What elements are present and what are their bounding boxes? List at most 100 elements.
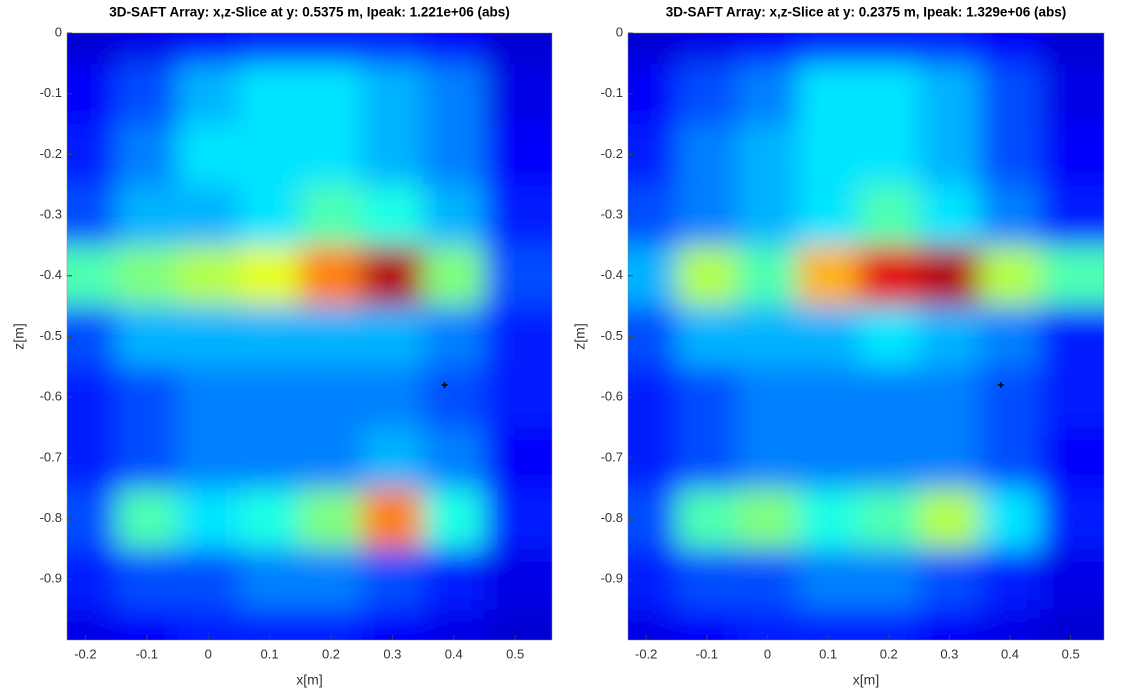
heatmap-cell	[484, 184, 552, 246]
y-tick-label: -0.1	[601, 85, 623, 100]
heatmap-cell	[116, 366, 178, 428]
y-tick-label: -0.5	[601, 328, 623, 343]
heatmap-cell	[67, 33, 117, 64]
y-tick-label: -0.8	[601, 510, 623, 525]
heatmap-cell	[1040, 609, 1104, 640]
heatmap-cell	[361, 124, 424, 185]
x-tick-label: 0.4	[445, 646, 463, 661]
heatmap-cell	[177, 427, 239, 489]
heatmap-cell	[300, 306, 362, 367]
x-tick-label: 0.1	[819, 646, 837, 661]
heatmap-cell	[1040, 366, 1104, 428]
y-tick-label: 0	[55, 24, 62, 39]
x-tick-label: -0.2	[635, 646, 657, 661]
heatmap-cell	[979, 427, 1041, 489]
x-tick-label: 0.3	[940, 646, 958, 661]
y-tick-label: -0.6	[601, 389, 623, 404]
heatmap-cell	[177, 488, 239, 549]
heatmap-cell	[858, 63, 920, 125]
heatmap-cell	[67, 306, 117, 367]
heatmap-cell	[116, 609, 178, 640]
heatmap-cell	[300, 548, 362, 610]
heatmap-cell	[361, 488, 424, 549]
heatmap-cell	[67, 488, 117, 549]
heatmap-cell	[423, 33, 485, 64]
heatmap-cell	[67, 548, 117, 610]
heatmap-cell	[628, 306, 677, 367]
heatmap-cell	[238, 184, 301, 246]
heatmap-cell	[423, 245, 485, 307]
heatmap-cell	[676, 366, 738, 428]
heatmap-cell	[737, 33, 798, 64]
x-tick-label: 0.2	[322, 646, 340, 661]
heatmap-cell	[423, 124, 485, 185]
y-axis-label: z[m]	[11, 323, 27, 349]
heatmap-cell	[737, 548, 798, 610]
heatmap-cell	[238, 33, 301, 64]
heatmap-cell	[858, 548, 920, 610]
heatmap-cell	[919, 245, 980, 307]
heatmap-cell	[979, 33, 1041, 64]
chart-title: 3D-SAFT Array: x,z-Slice at y: 0.2375 m,…	[666, 5, 1067, 20]
heatmap-cell	[361, 306, 424, 367]
heatmap-cell	[737, 488, 798, 549]
heatmap-cell	[116, 488, 178, 549]
heatmap-cell	[858, 488, 920, 549]
heatmap-cell	[177, 63, 239, 125]
heatmap-cell	[676, 184, 738, 246]
heatmap-cell	[858, 124, 920, 185]
x-axis-label: x[m]	[853, 672, 879, 688]
heatmap-cell	[423, 427, 485, 489]
heatmap-cell	[919, 427, 980, 489]
x-tick-label: 0	[764, 646, 771, 661]
heatmap-cell	[67, 366, 117, 428]
heatmap-cell	[979, 184, 1041, 246]
heatmap-cell	[676, 548, 738, 610]
x-tick-label: 0	[205, 646, 212, 661]
heatmap-cell	[919, 184, 980, 246]
heatmap-cell	[919, 488, 980, 549]
heatmap-cell	[858, 427, 920, 489]
heatmap-cell	[423, 63, 485, 125]
heatmap-cell	[361, 366, 424, 428]
heatmap-cell	[628, 548, 677, 610]
heatmap-cell	[1040, 63, 1104, 125]
heatmap-cell	[67, 427, 117, 489]
heatmap-cell	[797, 184, 859, 246]
heatmap-cell	[737, 366, 798, 428]
heatmap-cell	[300, 124, 362, 185]
heatmap-cell	[676, 609, 738, 640]
heatmap-cell	[177, 548, 239, 610]
heatmap-cell	[484, 124, 552, 185]
heatmap-cell	[628, 184, 677, 246]
heatmap-cell	[484, 366, 552, 428]
x-tick-label: 0.5	[1062, 646, 1080, 661]
heatmap-cell	[67, 184, 117, 246]
heatmap-cell	[177, 306, 239, 367]
heatmap-cell	[979, 366, 1041, 428]
y-tick-label: -0.4	[40, 267, 62, 282]
x-tick-label: -0.1	[696, 646, 718, 661]
heatmap-cell	[361, 245, 424, 307]
heatmap-cell	[423, 548, 485, 610]
x-tick-label: 0.1	[261, 646, 279, 661]
heatmap-cell	[1040, 184, 1104, 246]
heatmap-cell	[300, 63, 362, 125]
heatmap-cell	[797, 306, 859, 367]
heatmap-cell	[1040, 245, 1104, 307]
y-tick-label: -0.1	[40, 85, 62, 100]
heatmap-cell	[484, 609, 552, 640]
heatmap-cell	[300, 488, 362, 549]
heatmap-cell	[628, 488, 677, 549]
chart-title: 3D-SAFT Array: x,z-Slice at y: 0.5375 m,…	[109, 5, 510, 20]
marker	[997, 382, 1004, 389]
heatmap-cell	[238, 245, 301, 307]
heatmap-cell	[238, 548, 301, 610]
heatmap-cell	[116, 245, 178, 307]
heatmap-cell	[484, 33, 552, 64]
y-axis-label: z[m]	[572, 323, 588, 349]
heatmap-cell	[177, 184, 239, 246]
heatmap-cell	[858, 33, 920, 64]
heatmap-cell	[238, 63, 301, 125]
